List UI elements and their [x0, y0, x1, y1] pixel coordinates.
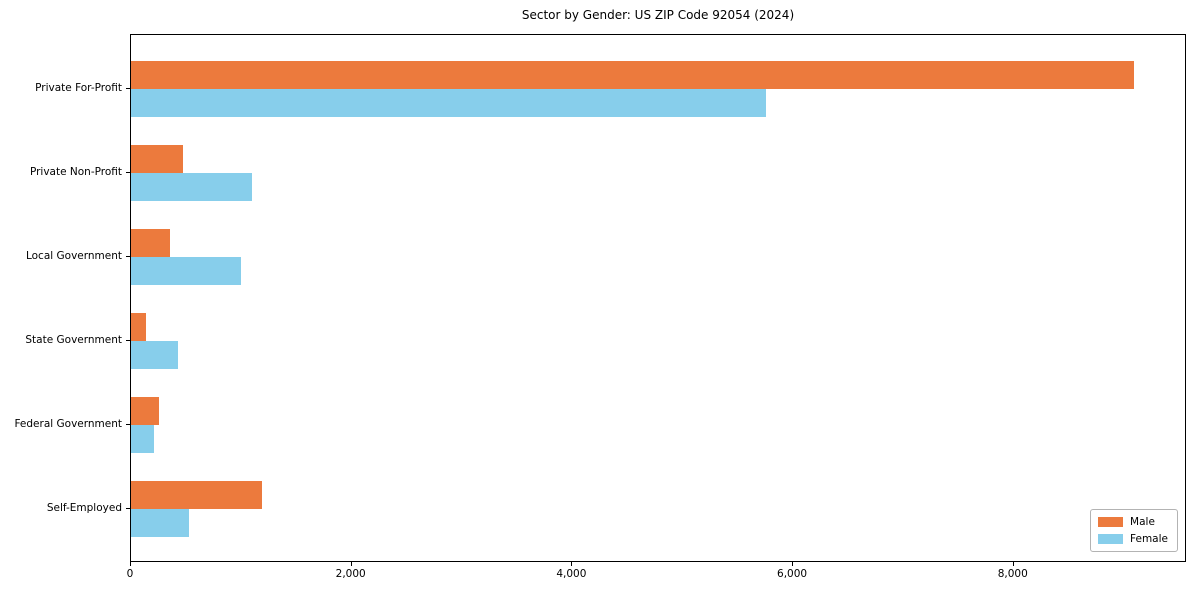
y-tick-mark: [126, 424, 130, 425]
legend-label-male: Male: [1130, 516, 1155, 528]
y-tick-mark: [126, 508, 130, 509]
bar-male-1: [131, 145, 183, 173]
plot-area: Male Female: [130, 34, 1186, 562]
bar-female-3: [131, 341, 179, 369]
bar-female-0: [131, 89, 767, 117]
legend-swatch-female: [1098, 534, 1124, 544]
x-tick-mark: [350, 562, 352, 566]
bar-female-4: [131, 425, 155, 453]
bar-female-1: [131, 173, 253, 201]
bar-male-0: [131, 61, 1135, 89]
y-axis-label: Private Non-Profit: [29, 166, 122, 178]
y-axis-label: State Government: [25, 334, 122, 346]
x-tick-mark: [792, 562, 794, 566]
legend-swatch-male: [1098, 517, 1124, 527]
x-tick-mark: [1012, 562, 1014, 566]
legend: Male Female: [1090, 509, 1178, 552]
bar-male-5: [131, 481, 263, 509]
x-axis-label: 6,000: [777, 568, 808, 580]
bar-male-4: [131, 397, 159, 425]
legend-label-female: Female: [1130, 533, 1168, 545]
y-tick-mark: [126, 340, 130, 341]
y-tick-mark: [126, 256, 130, 257]
legend-entry-female: Female: [1098, 533, 1168, 545]
x-axis-label: 8,000: [997, 568, 1028, 580]
y-axis-label: Local Government: [25, 250, 122, 262]
y-axis-label: Federal Government: [14, 418, 122, 430]
x-axis-label: 0: [126, 568, 134, 580]
x-axis-label: 2,000: [335, 568, 366, 580]
x-tick-mark: [130, 562, 131, 566]
y-tick-mark: [126, 88, 130, 89]
bar-male-3: [131, 313, 147, 341]
legend-entry-male: Male: [1098, 516, 1168, 528]
bar-male-2: [131, 229, 170, 257]
y-axis-label: Self-Employed: [46, 502, 122, 514]
y-axis-label: Private For-Profit: [35, 82, 122, 94]
y-tick-mark: [126, 172, 130, 173]
x-axis-label: 4,000: [556, 568, 587, 580]
chart-title: Sector by Gender: US ZIP Code 92054 (202…: [521, 8, 795, 22]
bar-female-2: [131, 257, 242, 285]
x-tick-mark: [571, 562, 573, 566]
bar-female-5: [131, 509, 190, 537]
